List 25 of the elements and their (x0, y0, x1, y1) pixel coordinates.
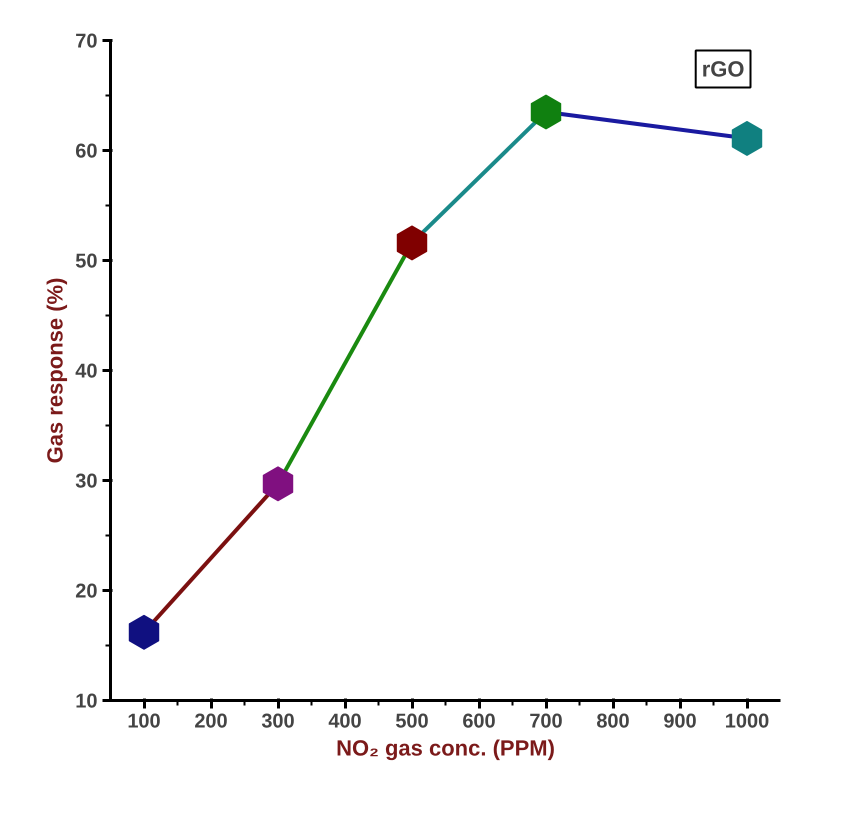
x-tick-label: 100 (127, 710, 161, 732)
y-tick-label: 70 (75, 30, 98, 52)
y-axis-title: Gas response (%) (42, 278, 68, 464)
annotation: rGO (702, 56, 745, 82)
x-tick-label: 500 (395, 710, 429, 732)
point (530, 94, 562, 130)
x-tick-label: 200 (194, 710, 228, 732)
x-tick-label: 400 (328, 710, 362, 732)
x-axis-title: NO₂ gas conc. (PPM) (336, 736, 555, 760)
y-tick-label: 10 (75, 690, 98, 712)
y-tick-label: 50 (75, 250, 98, 272)
x-tick-label: 600 (462, 710, 496, 732)
y-tick-label: 40 (75, 360, 98, 382)
y-tick-label: 20 (75, 580, 98, 602)
y-tick-label: 30 (75, 470, 98, 492)
x-tick-label: 1000 (724, 710, 770, 732)
x-tick-label: 300 (261, 710, 295, 732)
point (396, 225, 428, 260)
y-tick-label: 60 (75, 140, 98, 162)
point (732, 120, 762, 156)
x-tick-label: 700 (529, 710, 563, 732)
x-tick-label: 900 (663, 710, 697, 732)
point (262, 466, 294, 502)
x-tick-label: 800 (596, 710, 630, 732)
point (128, 614, 160, 650)
